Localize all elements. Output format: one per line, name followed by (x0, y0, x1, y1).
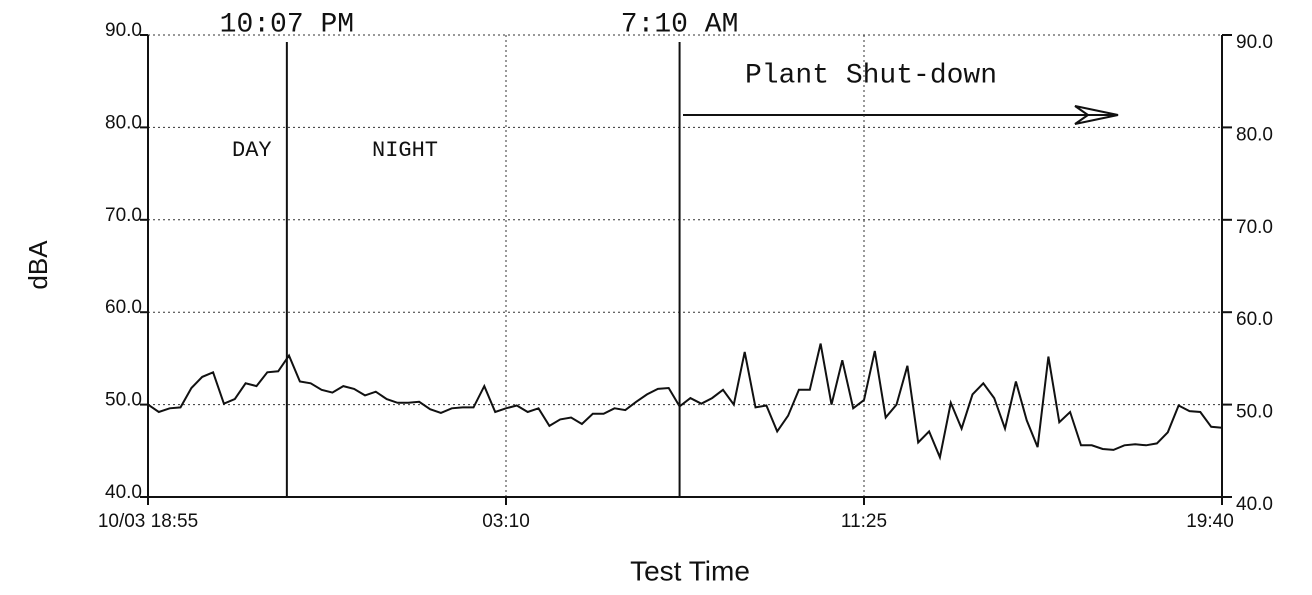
y2-tick-label: 50.0 (1236, 402, 1273, 423)
x-axis-label: Test Time (630, 555, 750, 586)
event-label: 10:07 PM (220, 9, 354, 40)
y-axis-label: dBA (23, 240, 53, 290)
x-tick-label: 19:40 (1186, 511, 1234, 532)
annotation: DAY (232, 138, 272, 163)
line-series (147, 343, 1223, 461)
annotation: Plant Shut-down (745, 60, 997, 91)
y-tick-label: 80.0 (105, 112, 142, 133)
y2-tick-label: 90.0 (1236, 32, 1273, 53)
x-tick-label: 03:10 (482, 511, 530, 532)
y-tick-label: 40.0 (105, 482, 142, 503)
y2-tick-label: 70.0 (1236, 217, 1273, 238)
y2-tick-label: 80.0 (1236, 124, 1273, 145)
x-tick-label: 11:25 (841, 511, 887, 532)
y-tick-label: 90.0 (105, 20, 142, 41)
event-label: 7:10 AM (621, 9, 739, 40)
y2-tick-label: 40.0 (1236, 494, 1273, 515)
y2-tick-label: 60.0 (1236, 309, 1273, 330)
annotation: NIGHT (372, 138, 438, 163)
arrow-head (1074, 105, 1119, 125)
x-tick-label: 10/03 18:55 (98, 511, 198, 532)
y-tick-label: 60.0 (105, 297, 142, 318)
y-tick-label: 50.0 (105, 390, 142, 411)
y-tick-label: 70.0 (105, 205, 142, 226)
